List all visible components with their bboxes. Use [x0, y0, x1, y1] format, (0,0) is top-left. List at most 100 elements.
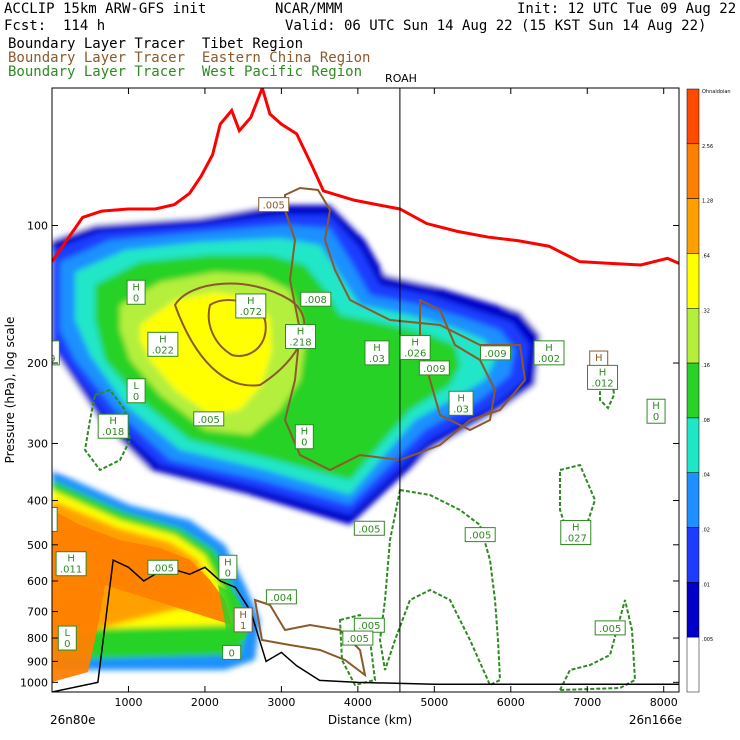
- high-low-box: [233, 607, 253, 633]
- x-start-label: 26n80e: [50, 713, 96, 727]
- high-low-box: [52, 506, 58, 532]
- high-low-value: .018: [102, 427, 124, 438]
- header-valid: Valid: 06 UTC Sun 14 Aug 22 (15 KST Sun …: [285, 18, 707, 34]
- high-low-label: .005: [193, 411, 225, 427]
- high-low-label: H.002: [533, 340, 565, 366]
- colorbar-swatch: [686, 472, 700, 528]
- high-low-type: H: [132, 282, 140, 293]
- colorbar-label: .01: [702, 582, 710, 588]
- high-low-box: [399, 335, 431, 361]
- high-low-box: [587, 364, 619, 390]
- colorbar-label: .04: [702, 473, 710, 479]
- eastern-china-contour-lower: [253, 598, 367, 678]
- high-low-box: [418, 360, 450, 376]
- high-low-type: H: [159, 334, 167, 345]
- colorbar-swatch: [686, 582, 700, 638]
- high-low-label: H.027: [560, 520, 592, 546]
- high-low-label: H.03: [364, 340, 390, 366]
- colorbar-swatch: [686, 198, 700, 254]
- x-tick-label: 8000: [650, 696, 678, 709]
- header-title: ACCLIP 15km ARW-GFS init: [4, 1, 207, 17]
- high-low-type: H: [545, 343, 553, 354]
- y-tick-label: 500: [27, 539, 48, 552]
- colorbar-label: .64: [702, 253, 710, 259]
- high-low-value: .005: [347, 634, 369, 645]
- high-low-label: L0: [57, 625, 77, 651]
- high-low-type: H: [109, 416, 117, 427]
- high-low-label: 0: [222, 644, 242, 660]
- high-low-value: .005: [599, 624, 621, 635]
- high-low-box: [364, 340, 390, 366]
- colorbar-swatch: [686, 527, 700, 583]
- colorbar-swatch: [686, 417, 700, 473]
- high-low-box: [285, 324, 317, 350]
- high-low-value: .005: [469, 531, 491, 542]
- high-low-value: 0: [133, 293, 139, 304]
- header-org: NCAR/MMM: [275, 1, 343, 17]
- high-low-box: [147, 559, 179, 575]
- high-low-box: [448, 390, 474, 416]
- high-low-box: [126, 279, 146, 305]
- header-forecast: Fcst: 114 h: [4, 18, 106, 34]
- colorbar-swatch: [686, 308, 700, 364]
- y-tick-label: 600: [27, 575, 48, 588]
- high-low-label: H0: [126, 279, 146, 305]
- high-low-box: [52, 340, 60, 366]
- y-tick-label: 800: [27, 632, 48, 645]
- high-low-label: .009: [418, 360, 450, 376]
- x-tick-label: 4000: [344, 696, 372, 709]
- colorbar-swatch: [686, 88, 700, 145]
- high-low-box: [126, 378, 146, 404]
- high-low-box: [235, 293, 267, 319]
- high-low-value: .026: [404, 349, 426, 360]
- high-low-box: [57, 625, 77, 651]
- west-pacific-contour-low: [558, 599, 637, 692]
- high-low-label: H0: [45, 506, 58, 532]
- high-low-value: 0: [45, 520, 51, 531]
- y-tick-label: 1000: [20, 676, 48, 689]
- high-low-value: .005: [358, 524, 380, 535]
- high-low-label: H0: [646, 398, 666, 424]
- high-low-type: L: [133, 381, 139, 392]
- high-low-label: .005: [342, 630, 374, 646]
- high-low-value: .002: [538, 354, 560, 365]
- high-low-label: .005: [594, 620, 626, 636]
- colorbar-label: Ohnaidoian: [702, 89, 731, 95]
- high-low-value: .03: [453, 404, 469, 415]
- high-low-label: H1: [233, 607, 253, 633]
- west-pacific-contour-left: [83, 388, 132, 472]
- high-low-box: [55, 551, 87, 577]
- colorbar-label: 1.28: [702, 199, 713, 205]
- y-tick-label: 700: [27, 606, 48, 619]
- colorbar-label: .005: [702, 637, 713, 643]
- high-low-value: .008: [305, 295, 327, 306]
- high-low-value: 0: [64, 639, 70, 650]
- high-low-label: .008: [300, 291, 332, 307]
- high-low-label: .005: [464, 527, 496, 543]
- x-end-label: 26n166e: [629, 713, 682, 727]
- high-low-box: [300, 291, 332, 307]
- high-low-type: H: [67, 554, 75, 565]
- x-tick-label: 2000: [191, 696, 219, 709]
- high-low-type: H: [301, 427, 309, 438]
- high-low-type: H: [411, 338, 419, 349]
- high-low-value: .005: [263, 201, 285, 212]
- west-pacific-contour-mid: [378, 488, 502, 687]
- high-low-box: [97, 413, 129, 439]
- y-tick-label: 400: [27, 495, 48, 508]
- high-low-label: .005: [353, 617, 385, 633]
- tracer-field: [52, 205, 545, 682]
- high-low-value: 0: [133, 392, 139, 403]
- high-low-value: .004: [270, 593, 292, 604]
- high-low-box: [218, 554, 238, 580]
- high-low-box: [294, 424, 314, 450]
- high-low-label: H.011: [55, 551, 87, 577]
- high-low-value: .005: [198, 415, 220, 426]
- high-low-value: 1: [240, 621, 246, 632]
- high-low-label: H.012: [587, 364, 619, 390]
- colorbar-label: .32: [702, 308, 710, 314]
- high-low-label: .004: [265, 589, 297, 605]
- high-low-box: [342, 630, 374, 646]
